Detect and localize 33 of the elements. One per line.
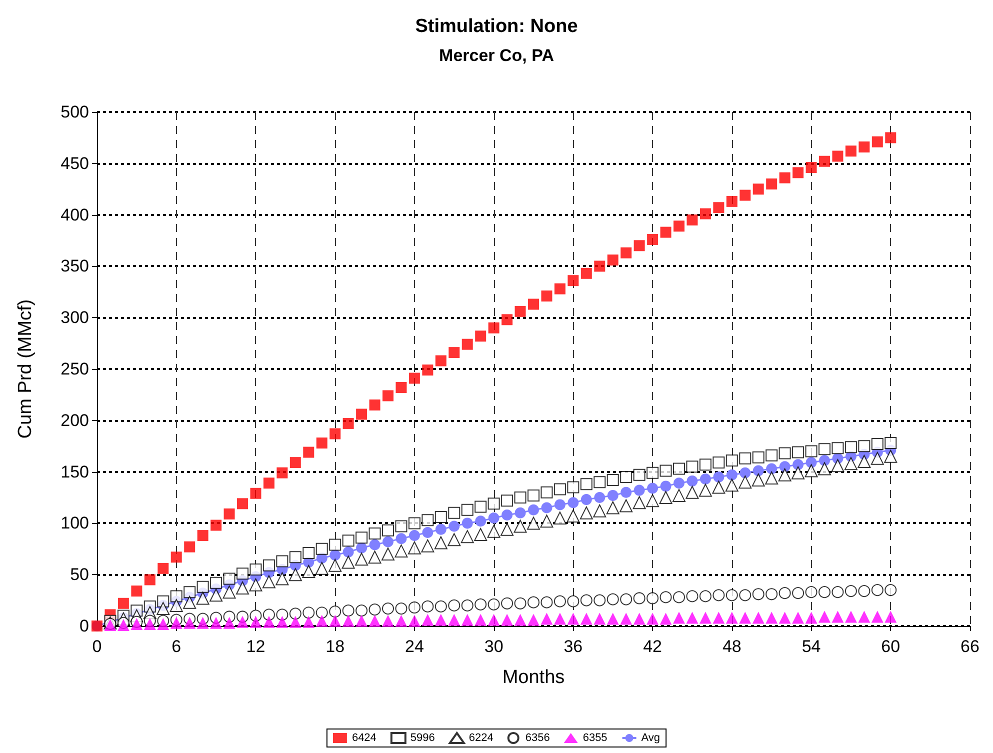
x-tick-label: 66 (960, 637, 980, 656)
y-tick-label: 150 (60, 462, 89, 482)
y-tick-label: 300 (60, 308, 89, 328)
y-tick-label: 0 (80, 616, 89, 636)
x-tick-label: 60 (881, 637, 900, 656)
y-axis-title: Cum Prd (MMcf) (15, 299, 36, 439)
y-tick-label: 200 (60, 410, 89, 430)
x-tick-label: 30 (484, 637, 504, 656)
y-tick-label: 350 (60, 256, 89, 276)
x-tick-label: 48 (722, 637, 742, 656)
y-tick-label: 500 (60, 102, 89, 122)
y-tick-label: 400 (60, 205, 89, 224)
chart-subtitle: Mercer Co, PA (439, 46, 554, 65)
x-tick-label: 6 (172, 637, 182, 656)
x-tick-label: 42 (643, 637, 662, 656)
x-tick-label: 18 (326, 637, 345, 656)
x-tick-label: 0 (92, 637, 102, 656)
legend-label: 5996 (410, 732, 435, 744)
x-tick-label: 54 (802, 637, 821, 656)
legend-label: 6355 (582, 732, 608, 744)
legend-label: 6424 (352, 732, 376, 744)
legend-label: 6356 (525, 732, 550, 744)
x-tick-label: 12 (246, 637, 266, 656)
legend-label: Avg (641, 732, 660, 744)
chart-title: Stimulation: None (415, 16, 578, 37)
y-tick-label: 450 (60, 154, 89, 173)
y-tick-label: 250 (60, 360, 89, 378)
x-tick-label: 36 (564, 637, 583, 656)
x-axis-title: Months (502, 667, 565, 688)
legend-label: 6224 (468, 732, 494, 744)
y-tick-label: 100 (60, 514, 89, 533)
y-tick-label: 50 (70, 565, 89, 584)
x-tick-label: 24 (404, 637, 424, 656)
